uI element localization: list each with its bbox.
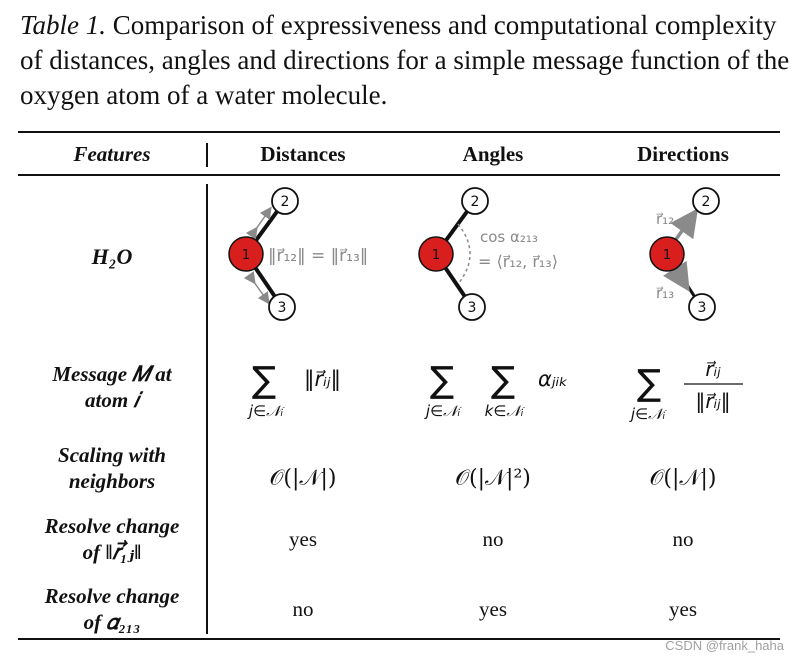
atom-3-directions bbox=[688, 293, 716, 321]
angles-sub2: k∈𝒩ᵢ bbox=[485, 402, 526, 420]
row-label-message: Message 𝑀 at atom 𝑖 bbox=[20, 361, 204, 413]
row-label-scaling-line2: neighbors bbox=[68, 469, 156, 493]
atom-3-distances bbox=[268, 293, 296, 321]
direction-label-12: r⃗₁₂ bbox=[656, 210, 675, 228]
message-formulas: ∑ ‖r⃗ᵢⱼ‖ j∈𝒩ᵢ ∑ ∑ αⱼᵢₖ j∈𝒩ᵢ k∈𝒩ᵢ ∑ r⃗ᵢⱼ … bbox=[247, 357, 743, 423]
angles-body: αⱼᵢₖ bbox=[538, 367, 568, 391]
angle-diagram: 1 2 3 cos α₂₁₃ = ⟨r⃗₁₂, r⃗₁₃⟩ bbox=[418, 187, 558, 321]
resolve-distance-angles: no bbox=[482, 527, 504, 551]
atom-1-label: 1 bbox=[242, 248, 250, 263]
row-label-resolve-distance-line2: of ‖𝑟⃗₁ⱼ‖ bbox=[82, 540, 142, 564]
directions-numerator: r⃗ᵢⱼ bbox=[705, 357, 721, 381]
bottom-rule bbox=[18, 638, 780, 640]
atom-3-label: 3 bbox=[698, 300, 707, 316]
sum-symbol: ∑ bbox=[637, 363, 661, 404]
sum-symbol: ∑ bbox=[252, 360, 276, 401]
table-caption: Table 1. Comparison of expressiveness an… bbox=[20, 8, 790, 113]
top-rule bbox=[18, 131, 780, 133]
distance-marker-13 bbox=[243, 271, 270, 305]
distance-diagram: 1 2 3 ‖r⃗₁₂‖ = ‖r⃗₁₃‖ bbox=[228, 187, 368, 321]
row-label-resolve-distance: Resolve change of ‖𝑟⃗₁ⱼ‖ bbox=[20, 513, 204, 565]
header-rule bbox=[18, 174, 780, 176]
resolve-distance-directions: no bbox=[672, 527, 694, 551]
atom-2-angles bbox=[461, 187, 489, 215]
atom-2-distances bbox=[271, 187, 299, 215]
resolve-angle-angles: yes bbox=[479, 597, 507, 621]
caption-text: Comparison of expressiveness and computa… bbox=[20, 10, 790, 110]
row-label-scaling: Scaling with neighbors bbox=[20, 442, 204, 494]
distances-body: ‖r⃗ᵢⱼ‖ bbox=[304, 367, 341, 392]
body-divider bbox=[206, 184, 208, 634]
caption-label: Table 1. bbox=[20, 10, 107, 40]
header-angles: Angles bbox=[462, 142, 524, 166]
scaling-distances: 𝒪(|𝒩|) bbox=[269, 466, 337, 491]
atom-3-label: 3 bbox=[468, 300, 477, 316]
angle-label-1: cos α₂₁₃ bbox=[480, 228, 538, 246]
resolve-distance-distances: yes bbox=[289, 527, 317, 551]
resolve-angle-distances: no bbox=[292, 597, 314, 621]
atom-1-angles bbox=[418, 236, 454, 272]
row-label-resolve-angle-line1: Resolve change bbox=[44, 584, 180, 608]
row-label-message-line1: Message 𝑀 at bbox=[52, 362, 172, 386]
atom-2-directions bbox=[692, 187, 720, 215]
distances-sub: j∈𝒩ᵢ bbox=[247, 402, 285, 420]
atom-1-distances bbox=[228, 236, 264, 272]
resolve-angle-directions: yes bbox=[669, 597, 697, 621]
angles-sub1: j∈𝒩ᵢ bbox=[424, 402, 462, 420]
atom-2-label: 2 bbox=[281, 194, 290, 210]
directions-denominator: ‖r⃗ᵢⱼ‖ bbox=[695, 389, 730, 413]
atom-3-angles bbox=[458, 293, 486, 321]
sum-symbol: ∑ bbox=[491, 360, 515, 401]
angle-arc bbox=[457, 223, 471, 285]
atom-1-directions bbox=[649, 236, 685, 272]
header-directions: Directions bbox=[637, 142, 729, 166]
direction-label-13: r⃗₁₃ bbox=[656, 284, 675, 302]
angle-label-2: = ⟨r⃗₁₂, r⃗₁₃⟩ bbox=[478, 252, 558, 271]
atom-2-label: 2 bbox=[702, 194, 711, 210]
direction-diagram: 1 2 3 r⃗₁₂ r⃗₁₃ bbox=[649, 187, 720, 321]
distance-marker-12 bbox=[245, 206, 272, 240]
atom-1-label: 1 bbox=[432, 248, 440, 263]
scaling-directions: 𝒪(|𝒩|) bbox=[649, 466, 717, 491]
distance-label: ‖r⃗₁₂‖ = ‖r⃗₁₃‖ bbox=[268, 246, 368, 266]
sum-symbol: ∑ bbox=[430, 360, 454, 401]
directions-sub: j∈𝒩ᵢ bbox=[629, 405, 667, 423]
header-divider bbox=[206, 143, 208, 167]
header-distances: Distances bbox=[260, 142, 346, 166]
row-label-resolve-angle-line2: of 𝛼₂₁₃ bbox=[83, 610, 141, 634]
row-label-message-line2: atom 𝑖 bbox=[85, 388, 139, 412]
header-features: Features bbox=[73, 142, 151, 166]
atom-3-label: 3 bbox=[278, 300, 287, 316]
row-label-resolve-angle: Resolve change of 𝛼₂₁₃ bbox=[20, 583, 204, 635]
scaling-angles: 𝒪(|𝒩|²) bbox=[455, 466, 531, 491]
row-label-scaling-line1: Scaling with bbox=[58, 443, 166, 467]
atom-1-label: 1 bbox=[663, 248, 671, 263]
watermark: CSDN @frank_haha bbox=[665, 638, 784, 653]
row-label-resolve-distance-line1: Resolve change bbox=[44, 514, 180, 538]
atom-2-label: 2 bbox=[471, 194, 480, 210]
row-label-h2o: H₂O bbox=[91, 244, 133, 269]
